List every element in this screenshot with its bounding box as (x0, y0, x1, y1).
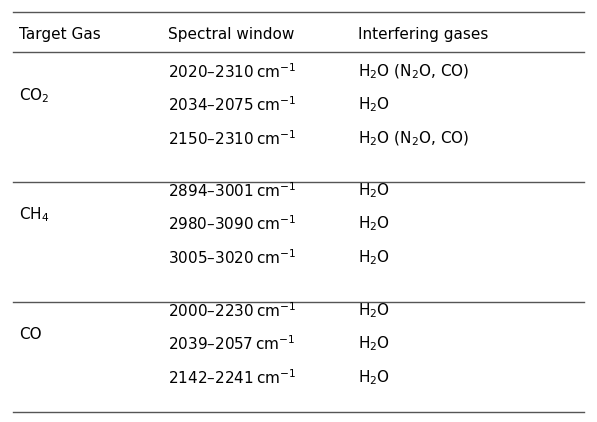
Text: H$_2$O: H$_2$O (358, 96, 390, 114)
Text: CO$_2$: CO$_2$ (19, 87, 50, 105)
Text: 3005–3020 cm$^{-1}$: 3005–3020 cm$^{-1}$ (168, 248, 296, 267)
Text: H$_2$O: H$_2$O (358, 181, 390, 200)
Text: H$_2$O: H$_2$O (358, 214, 390, 233)
Text: 2980–3090 cm$^{-1}$: 2980–3090 cm$^{-1}$ (168, 214, 296, 233)
Text: 2020–2310 cm$^{-1}$: 2020–2310 cm$^{-1}$ (168, 62, 296, 81)
Text: Interfering gases: Interfering gases (358, 27, 488, 41)
Text: Target Gas: Target Gas (19, 27, 101, 41)
Text: Spectral window: Spectral window (168, 27, 294, 41)
Text: H$_2$O (N$_2$O, CO): H$_2$O (N$_2$O, CO) (358, 62, 469, 81)
Text: H$_2$O: H$_2$O (358, 335, 390, 353)
Text: H$_2$O: H$_2$O (358, 368, 390, 387)
Text: H$_2$O (N$_2$O, CO): H$_2$O (N$_2$O, CO) (358, 129, 469, 148)
Text: H$_2$O: H$_2$O (358, 301, 390, 320)
Text: H$_2$O: H$_2$O (358, 248, 390, 267)
Text: 2894–3001 cm$^{-1}$: 2894–3001 cm$^{-1}$ (168, 181, 296, 200)
Text: CO: CO (19, 327, 42, 342)
Text: 2034–2075 cm$^{-1}$: 2034–2075 cm$^{-1}$ (168, 96, 296, 114)
Text: 2000–2230 cm$^{-1}$: 2000–2230 cm$^{-1}$ (168, 301, 296, 320)
Text: 2142–2241 cm$^{-1}$: 2142–2241 cm$^{-1}$ (168, 368, 296, 387)
Text: CH$_4$: CH$_4$ (19, 205, 50, 224)
Text: 2150–2310 cm$^{-1}$: 2150–2310 cm$^{-1}$ (168, 129, 296, 148)
Text: 2039–2057 cm$^{-1}$: 2039–2057 cm$^{-1}$ (168, 335, 295, 353)
